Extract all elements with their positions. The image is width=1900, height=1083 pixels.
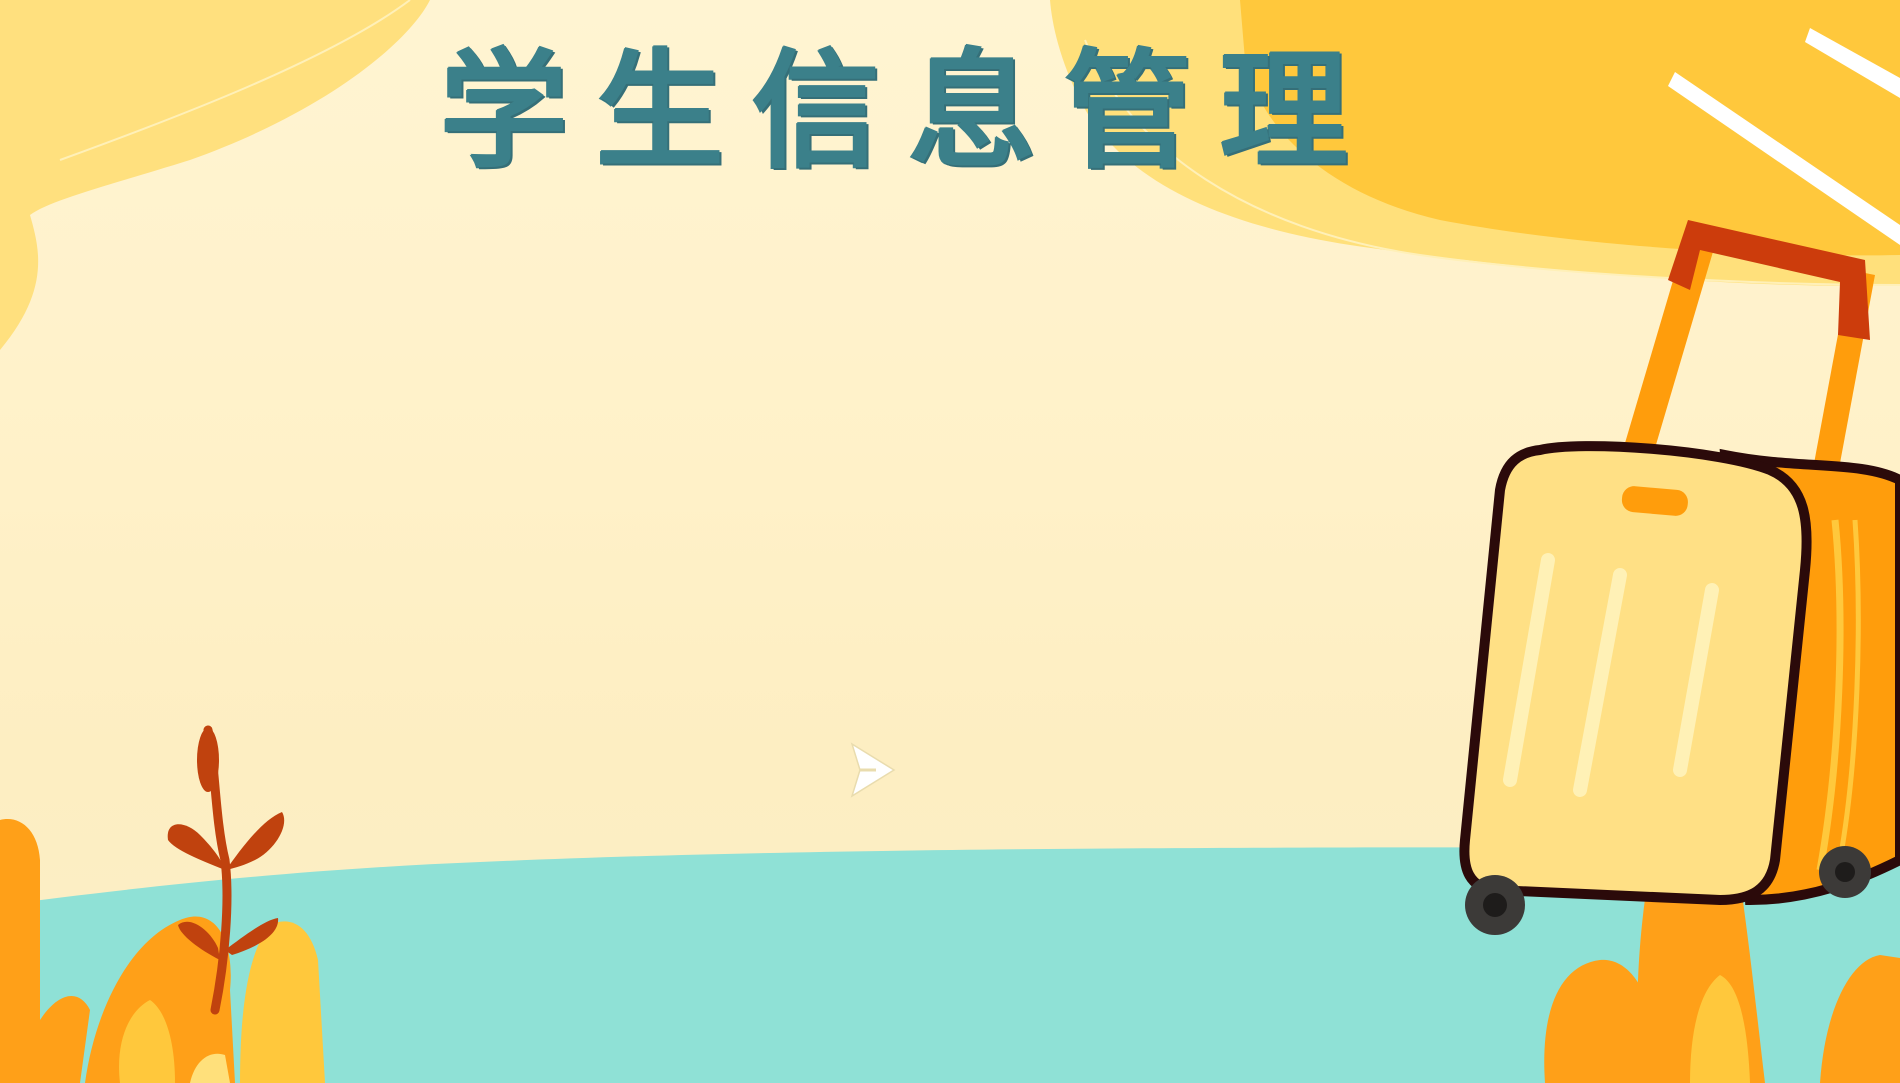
top-left-cloud-shape (0, 0, 430, 350)
sun-ray-2 (1668, 72, 1900, 245)
play-arrow-icon (850, 742, 896, 798)
play-button[interactable] (846, 740, 898, 800)
suitcase-illustration (1459, 220, 1900, 935)
plant-sprig-shape (167, 725, 285, 1015)
water-area (0, 847, 1900, 1083)
left-bushes-shape (0, 819, 325, 1083)
sun-ray-1 (1805, 28, 1900, 98)
slide-title: 学生信息管理 (440, 37, 1377, 186)
